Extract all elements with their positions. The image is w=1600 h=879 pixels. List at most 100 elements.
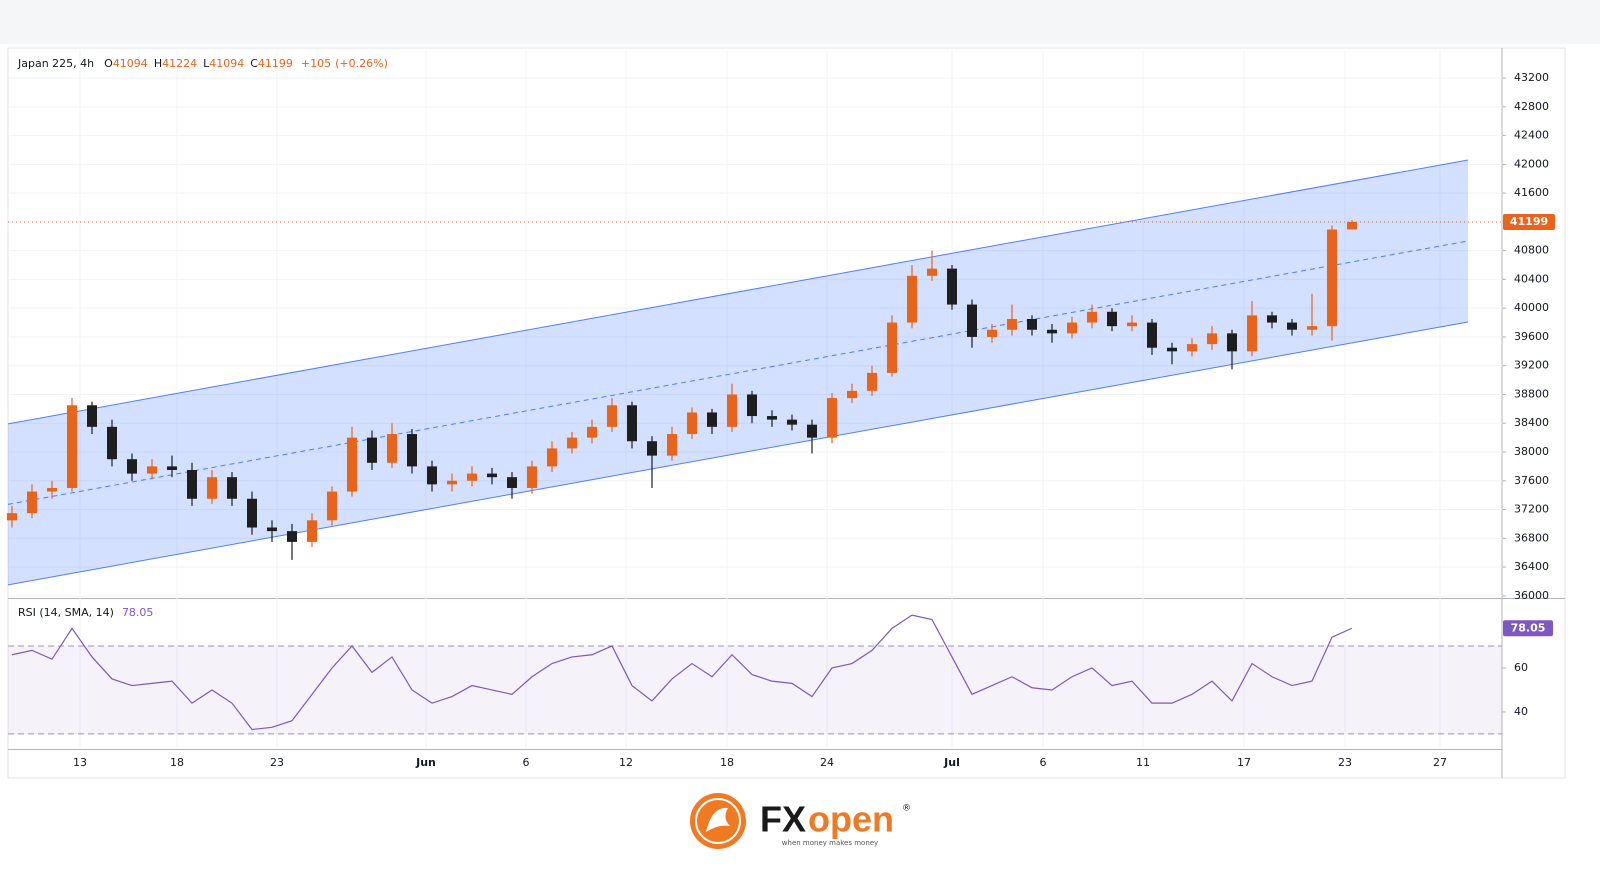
logo-tagline: when money makes money: [782, 839, 878, 847]
y-tick-label: 39600: [1514, 330, 1549, 343]
candle-body: [1147, 322, 1157, 348]
candle-body: [927, 268, 937, 276]
candle-body: [467, 473, 477, 481]
candle-body: [107, 426, 117, 460]
candle-body: [867, 372, 877, 391]
candle-body: [1107, 311, 1117, 327]
candle-body: [207, 477, 217, 499]
logo-mark: ®: [902, 804, 911, 814]
y-tick-label: 42800: [1514, 100, 1549, 113]
ohlc-value: 41094: [113, 57, 148, 70]
candle-body: [407, 434, 417, 467]
candle-body: [347, 437, 357, 492]
logo: [690, 793, 746, 849]
candle-body: [287, 531, 297, 542]
channel-lower: [7, 321, 1469, 586]
candle-body: [487, 473, 497, 478]
top-band: [0, 0, 1600, 44]
rsi-legend: RSI (14, SMA, 14) 78.05: [18, 606, 153, 619]
candle-body: [967, 304, 977, 337]
candle-body: [907, 275, 917, 323]
candle-body: [1307, 326, 1317, 330]
candle-body: [1007, 318, 1017, 330]
logo-ring: [695, 798, 741, 844]
candle-body: [767, 416, 777, 420]
candle-body: [1047, 329, 1057, 334]
candle-body: [67, 405, 77, 488]
candle-body: [1207, 333, 1217, 345]
ohlc-label: H: [154, 57, 162, 70]
candle-body: [1327, 229, 1337, 327]
candle-body: [747, 394, 757, 417]
candle-body: [727, 394, 737, 427]
ohlc-value: 41199: [258, 57, 293, 70]
candle-body: [47, 487, 57, 492]
x-tick-label: 13: [73, 756, 87, 769]
y-tick-label: 37200: [1514, 503, 1549, 516]
ohlc-label: O: [104, 57, 113, 70]
y-tick-label: 42000: [1514, 157, 1549, 170]
candle-body: [127, 459, 137, 474]
candle-body: [167, 466, 177, 470]
rsi-title: RSI (14, SMA, 14): [18, 606, 114, 619]
candle-body: [1247, 315, 1257, 352]
y-tick-label: 38000: [1514, 445, 1549, 458]
y-tick-label: 43200: [1514, 71, 1549, 84]
candle-body: [527, 466, 537, 488]
candle-body: [1067, 322, 1077, 334]
candle-body: [247, 498, 257, 528]
x-tick-label: Jul: [943, 756, 960, 769]
ohlc-label: L: [203, 57, 210, 70]
candle-body: [307, 520, 317, 542]
candle-body: [227, 477, 237, 499]
y-tick-label: 60: [1514, 661, 1528, 674]
candle-body: [27, 491, 37, 514]
candle-body: [147, 466, 157, 474]
candle-body: [187, 469, 197, 499]
candle-body: [367, 437, 377, 463]
candle-body: [1267, 315, 1277, 323]
candle-body: [887, 322, 897, 373]
change-percent: (+0.26%): [335, 57, 388, 70]
last-price-label: 41199: [1510, 215, 1548, 228]
candle-body: [7, 513, 17, 521]
candle-body: [87, 405, 97, 427]
x-tick-label: 23: [1338, 756, 1352, 769]
y-tick-label: 42400: [1514, 129, 1549, 142]
ohlc-legend: Japan 225, 4h O41094 H41224 L41094 C41199 +10…: [17, 57, 388, 70]
candle-body: [507, 477, 517, 488]
x-tick-label: 6: [1040, 756, 1047, 769]
y-tick-label: 36800: [1514, 531, 1549, 544]
y-tick-label: 40000: [1514, 301, 1549, 314]
logo-bull: [706, 807, 730, 832]
last-price-badge: [1503, 213, 1555, 230]
ohlc-label: C: [250, 57, 258, 70]
y-tick-label: 41600: [1514, 186, 1549, 199]
y-tick-label: 40: [1514, 705, 1528, 718]
x-tick-label: 23: [270, 756, 284, 769]
candle-body: [1127, 322, 1137, 327]
rsi-band-fill: [8, 645, 1502, 734]
candle-body: [1087, 311, 1097, 323]
y-tick-label: 40400: [1514, 272, 1549, 285]
candle-body: [447, 480, 457, 485]
candle-body: [327, 491, 337, 521]
candle-body: [567, 437, 577, 449]
candle-body: [707, 412, 717, 427]
candle-body: [807, 424, 817, 438]
y-tick-label: 40800: [1514, 244, 1549, 257]
y-tick-label: 36000: [1514, 589, 1549, 602]
candle-body: [1027, 318, 1037, 330]
candle-body: [267, 527, 277, 532]
x-tick-label: 27: [1433, 756, 1447, 769]
x-tick-label: 18: [720, 756, 734, 769]
candle-body: [1167, 347, 1177, 352]
candle-body: [647, 441, 657, 456]
y-tick-label: 38800: [1514, 387, 1549, 400]
chart-frame: [7, 47, 1566, 779]
logo-open: open: [808, 799, 894, 840]
x-tick-label: 12: [619, 756, 633, 769]
logo-fx: FX: [760, 799, 806, 840]
y-tick-label: 37600: [1514, 474, 1549, 487]
rsi-line: [11, 614, 1353, 731]
